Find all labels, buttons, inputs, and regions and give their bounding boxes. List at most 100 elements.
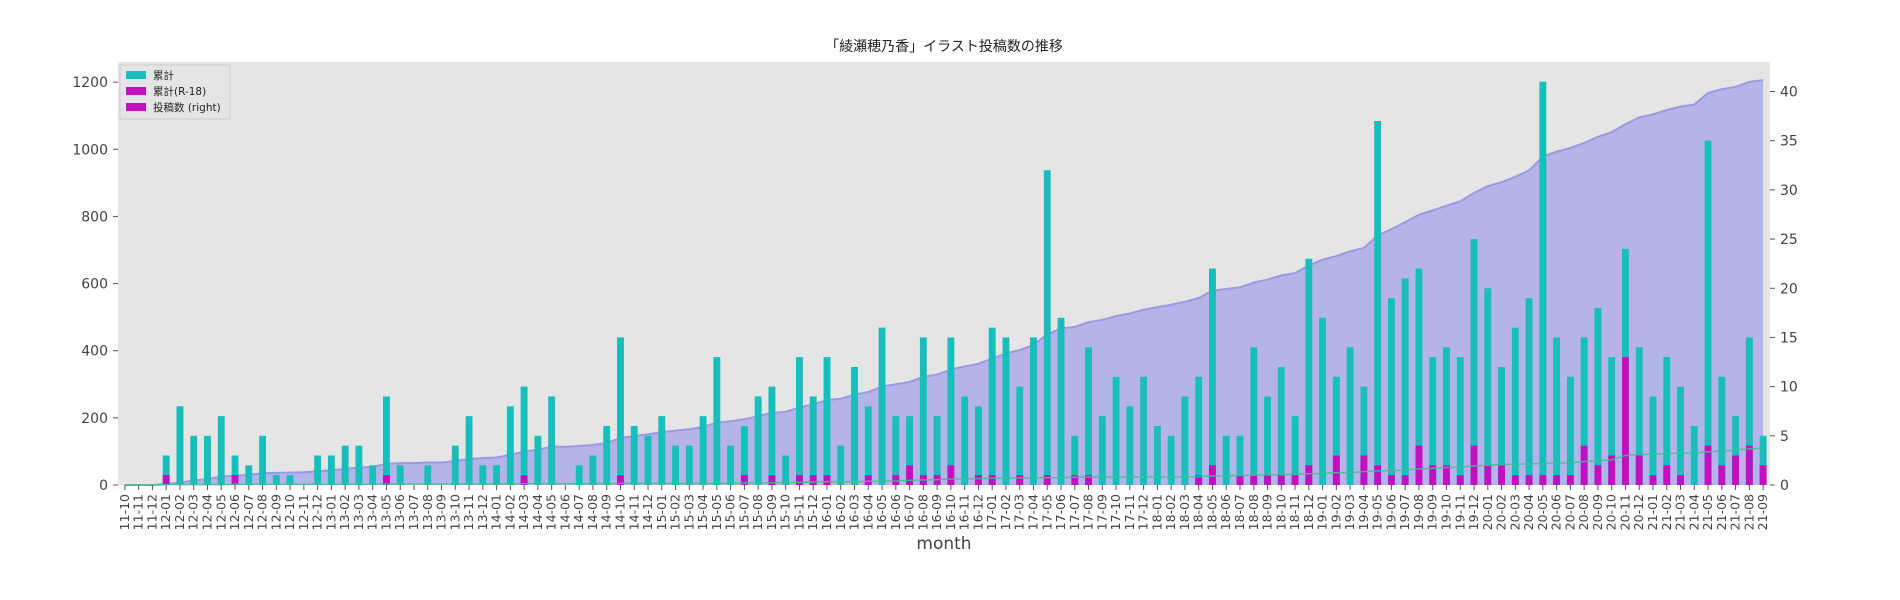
x-tick-label: 12-11 <box>296 494 311 530</box>
bar-posts-r18-20-12 <box>1635 455 1643 485</box>
x-tick-label: 12-06 <box>227 494 242 530</box>
bar-posts-13-12 <box>479 465 487 485</box>
bar-posts-r18-17-08 <box>1085 475 1092 485</box>
bar-posts-19-10 <box>1443 347 1450 485</box>
x-tick-label: 14-03 <box>516 494 531 530</box>
bar-posts-20-02 <box>1498 366 1505 485</box>
bar-posts-r18-20-02 <box>1498 465 1505 485</box>
x-tick-label: 15-02 <box>668 494 683 530</box>
bar-posts-12-04 <box>204 435 211 485</box>
y-tick-label: 1200 <box>72 75 108 91</box>
x-tick-label: 21-06 <box>1714 494 1729 530</box>
x-tick-label: 13-03 <box>351 494 366 530</box>
x-tick-label: 17-06 <box>1053 494 1068 530</box>
x-tick-label: 13-05 <box>378 494 393 530</box>
bar-posts-r18-20-04 <box>1525 475 1533 485</box>
bar-posts-16-07 <box>906 416 914 485</box>
bar-posts-15-01 <box>658 416 666 485</box>
x-tick-label: 21-02 <box>1659 494 1674 530</box>
bar-posts-17-07 <box>1071 435 1079 485</box>
bar-posts-r18-15-11 <box>796 475 803 485</box>
x-tick-label: 12-10 <box>282 494 297 530</box>
bar-posts-r18-16-12 <box>974 475 982 485</box>
bar-posts-r18-21-09 <box>1759 465 1767 485</box>
bar-posts-r18-20-08 <box>1580 445 1588 485</box>
bar-posts-r18-17-07 <box>1071 475 1079 485</box>
bar-posts-18-09 <box>1264 396 1271 485</box>
x-tick-label: 21-08 <box>1741 494 1756 530</box>
x-tick-label: 12-01 <box>158 494 173 530</box>
x-tick-label: 19-06 <box>1383 494 1398 530</box>
bars <box>162 81 1767 486</box>
bar-posts-r18-18-10 <box>1277 475 1285 485</box>
x-tick-label: 17-07 <box>1067 494 1082 530</box>
bar-posts-20-07 <box>1566 376 1574 485</box>
bar-posts-r18-21-02 <box>1663 465 1671 485</box>
x-tick-label: 13-07 <box>406 494 421 530</box>
x-tick-label: 16-01 <box>819 494 834 530</box>
x-tick-label: 18-11 <box>1287 494 1302 530</box>
bar-posts-21-08 <box>1745 337 1753 485</box>
x-tick-label: 21-07 <box>1728 494 1743 530</box>
bar-posts-17-02 <box>1002 337 1010 485</box>
x-tick-label: 13-08 <box>420 494 435 530</box>
x-tick-label: 17-10 <box>1108 494 1123 530</box>
bar-posts-15-06 <box>727 445 735 485</box>
bar-posts-r18-16-01 <box>823 475 831 485</box>
legend-label-cumulative: 累計 <box>153 69 174 82</box>
x-tick-label: 20-01 <box>1480 494 1495 530</box>
bar-posts-r18-19-05 <box>1374 465 1382 485</box>
legend-swatch-r18 <box>126 87 146 95</box>
x-tick-label: 19-01 <box>1315 494 1330 530</box>
x-tick-label: 21-01 <box>1645 494 1660 530</box>
bar-posts-r18-20-11 <box>1622 357 1629 485</box>
x-tick-label: 15-05 <box>709 494 724 530</box>
bar-posts-17-03 <box>1016 386 1024 485</box>
x-tick-label: 15-06 <box>723 494 738 530</box>
x-tick-label: 11-11 <box>131 494 146 530</box>
bar-posts-16-04 <box>864 406 872 485</box>
bar-posts-13-04 <box>369 465 377 485</box>
bar-posts-r18-15-07 <box>740 475 748 485</box>
x-tick-label: 19-08 <box>1411 494 1426 530</box>
y2-tick-label: 20 <box>1780 281 1798 297</box>
legend-swatch-cumulative <box>126 71 146 79</box>
x-tick-label: 12-05 <box>213 494 228 530</box>
bar-posts-21-05 <box>1704 140 1712 485</box>
bar-posts-16-03 <box>851 366 858 485</box>
x-tick-label: 12-12 <box>310 494 325 530</box>
bar-posts-20-10 <box>1608 357 1616 485</box>
bar-posts-r18-15-12 <box>809 475 817 485</box>
bar-posts-19-01 <box>1319 317 1327 485</box>
x-tick-label: 19-10 <box>1438 494 1453 530</box>
bar-posts-13-01 <box>327 455 335 485</box>
bar-posts-18-05 <box>1209 268 1216 485</box>
x-tick-label: 16-12 <box>970 494 985 530</box>
bar-posts-21-06 <box>1718 376 1726 485</box>
x-tick-label: 21-09 <box>1755 494 1770 530</box>
y-tick-label: 0 <box>99 478 108 494</box>
bar-posts-r18-16-04 <box>864 475 872 485</box>
bar-posts-15-09 <box>768 386 776 485</box>
x-tick-label: 14-05 <box>544 494 559 530</box>
y2-tick-label: 5 <box>1780 429 1789 445</box>
bar-posts-13-11 <box>465 416 473 485</box>
bar-posts-15-03 <box>685 445 693 485</box>
bar-posts-15-02 <box>672 445 679 485</box>
bar-posts-17-12 <box>1140 376 1148 485</box>
bar-posts-12-01 <box>162 455 170 485</box>
x-tick-label: 14-06 <box>557 494 572 530</box>
bar-posts-r18-13-05 <box>383 475 390 485</box>
x-tick-label: 14-10 <box>612 494 627 530</box>
bar-posts-r18-16-10 <box>947 465 955 485</box>
x-tick-label: 13-12 <box>475 494 490 530</box>
x-tick-label: 19-11 <box>1452 494 1467 530</box>
y2-tick-label: 0 <box>1780 478 1789 494</box>
bar-posts-19-12 <box>1470 239 1478 485</box>
bar-posts-12-03 <box>190 435 198 485</box>
bar-posts-18-12 <box>1305 258 1313 485</box>
bar-posts-13-05 <box>383 396 390 485</box>
bar-posts-21-02 <box>1663 357 1671 485</box>
bar-posts-17-11 <box>1126 406 1134 485</box>
legend: 累計 累計(R-18) 投稿数 (right) <box>119 64 231 120</box>
